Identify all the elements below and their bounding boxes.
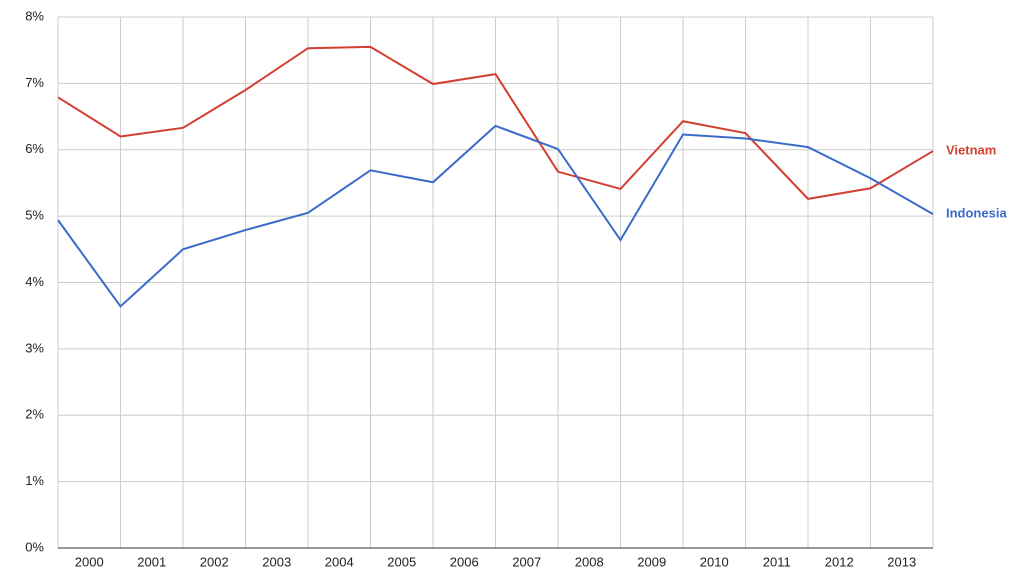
series-line	[57, 124, 934, 308]
x-tick-label: 2003	[262, 554, 291, 569]
y-tick-label: 5%	[25, 208, 44, 223]
x-tick-label: 2004	[325, 554, 354, 569]
legend-label: Indonesia	[946, 206, 1007, 221]
series-line	[57, 45, 934, 200]
x-tick-label: 2007	[512, 554, 541, 569]
x-tick-label: 2008	[575, 554, 604, 569]
x-tick-label: 2013	[887, 554, 916, 569]
x-tick-label: 2011	[763, 554, 791, 569]
y-tick-label: 7%	[25, 75, 44, 90]
x-tick-label: 2006	[450, 554, 479, 569]
x-tick-label: 2005	[387, 554, 416, 569]
y-tick-label: 3%	[25, 340, 44, 355]
x-tick-label: 2012	[825, 554, 854, 569]
y-tick-label: 0%	[25, 539, 44, 554]
legend-label: Vietnam	[946, 143, 996, 158]
y-tick-label: 1%	[25, 473, 44, 488]
x-tick-label: 2010	[700, 554, 729, 569]
y-tick-label: 8%	[25, 8, 44, 23]
y-tick-label: 2%	[25, 407, 44, 422]
x-tick-label: 2001	[137, 554, 166, 569]
y-tick-label: 4%	[25, 274, 44, 289]
x-tick-label: 2009	[637, 554, 666, 569]
x-tick-label: 2002	[200, 554, 229, 569]
y-tick-label: 6%	[25, 141, 44, 156]
x-tick-label: 2000	[75, 554, 104, 569]
